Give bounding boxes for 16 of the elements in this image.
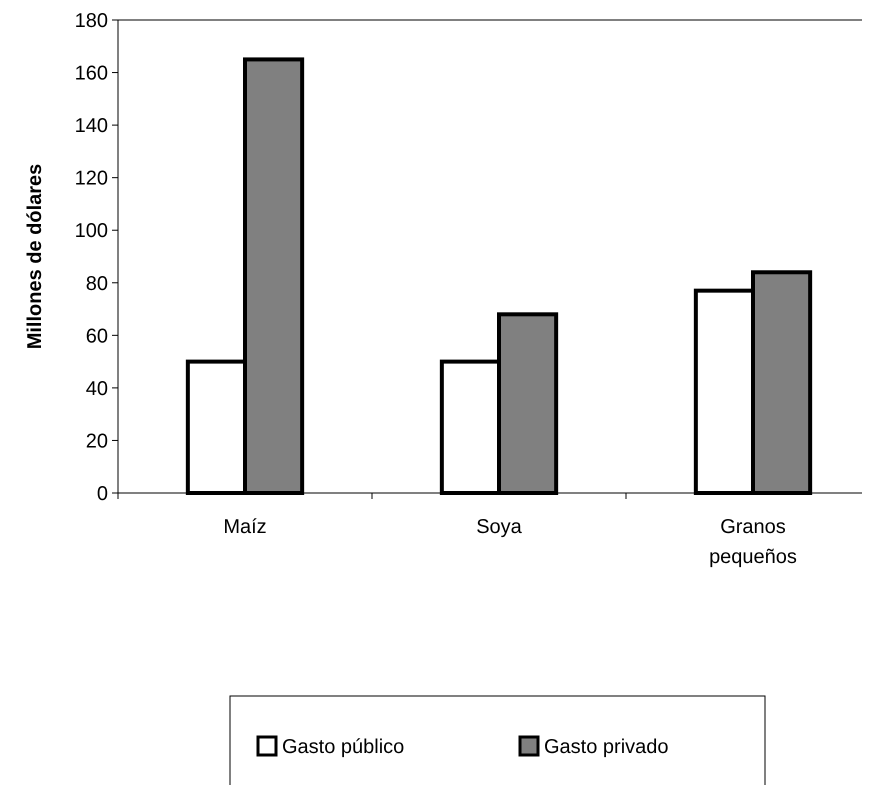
y-tick-label: 40: [86, 378, 108, 400]
x-tick-label: Maíz: [223, 516, 267, 538]
x-tick-label: Granos pequeños: [709, 516, 797, 568]
y-tick-label: 0: [96, 483, 108, 505]
y-tick-label: 60: [86, 325, 108, 348]
y-tick-label: 20: [86, 430, 108, 452]
y-tick-label: 160: [74, 62, 108, 85]
y-tick-label: 180: [74, 10, 108, 32]
y-tick-label: 80: [86, 272, 108, 295]
y-tick-label: 100: [74, 220, 108, 242]
legend-label: Gasto privado: [544, 736, 669, 758]
x-tick-label: Soya: [476, 516, 523, 538]
y-tick-label: 140: [74, 115, 108, 138]
y-tick-label: 120: [74, 168, 108, 190]
y-axis-title: Millones de dólares: [24, 164, 46, 350]
legend-label: Gasto público: [282, 736, 404, 758]
